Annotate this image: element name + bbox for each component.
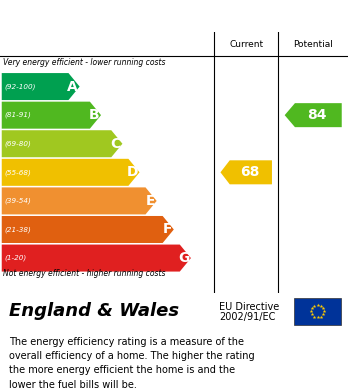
Text: D: D — [126, 165, 138, 179]
Text: 84: 84 — [307, 108, 326, 122]
Text: Current: Current — [229, 39, 263, 48]
Text: England & Wales: England & Wales — [9, 302, 179, 320]
Text: (69-80): (69-80) — [4, 140, 31, 147]
Polygon shape — [2, 187, 157, 214]
Polygon shape — [221, 160, 272, 184]
Polygon shape — [2, 130, 122, 157]
Text: (39-54): (39-54) — [4, 198, 31, 204]
Text: E: E — [145, 194, 155, 208]
Text: F: F — [163, 222, 172, 237]
Polygon shape — [2, 216, 174, 243]
Text: (1-20): (1-20) — [4, 255, 26, 261]
Text: (55-68): (55-68) — [4, 169, 31, 176]
Text: 68: 68 — [240, 165, 259, 179]
Text: (92-100): (92-100) — [4, 83, 36, 90]
Text: (81-91): (81-91) — [4, 112, 31, 118]
Polygon shape — [2, 73, 80, 100]
Text: Potential: Potential — [293, 39, 333, 48]
Text: A: A — [67, 80, 78, 93]
Polygon shape — [2, 159, 140, 186]
Text: G: G — [178, 251, 189, 265]
Bar — [294, 298, 341, 325]
Text: Very energy efficient - lower running costs: Very energy efficient - lower running co… — [3, 58, 166, 67]
Text: C: C — [110, 137, 121, 151]
Polygon shape — [2, 244, 191, 272]
Text: B: B — [89, 108, 99, 122]
Text: Not energy efficient - higher running costs: Not energy efficient - higher running co… — [3, 269, 166, 278]
Text: Energy Efficiency Rating: Energy Efficiency Rating — [9, 9, 230, 23]
Polygon shape — [2, 102, 101, 129]
Text: The energy efficiency rating is a measure of the
overall efficiency of a home. T: The energy efficiency rating is a measur… — [9, 337, 254, 390]
Text: 2002/91/EC: 2002/91/EC — [219, 312, 276, 322]
Polygon shape — [285, 103, 342, 127]
Text: EU Directive: EU Directive — [219, 302, 279, 312]
Text: (21-38): (21-38) — [4, 226, 31, 233]
